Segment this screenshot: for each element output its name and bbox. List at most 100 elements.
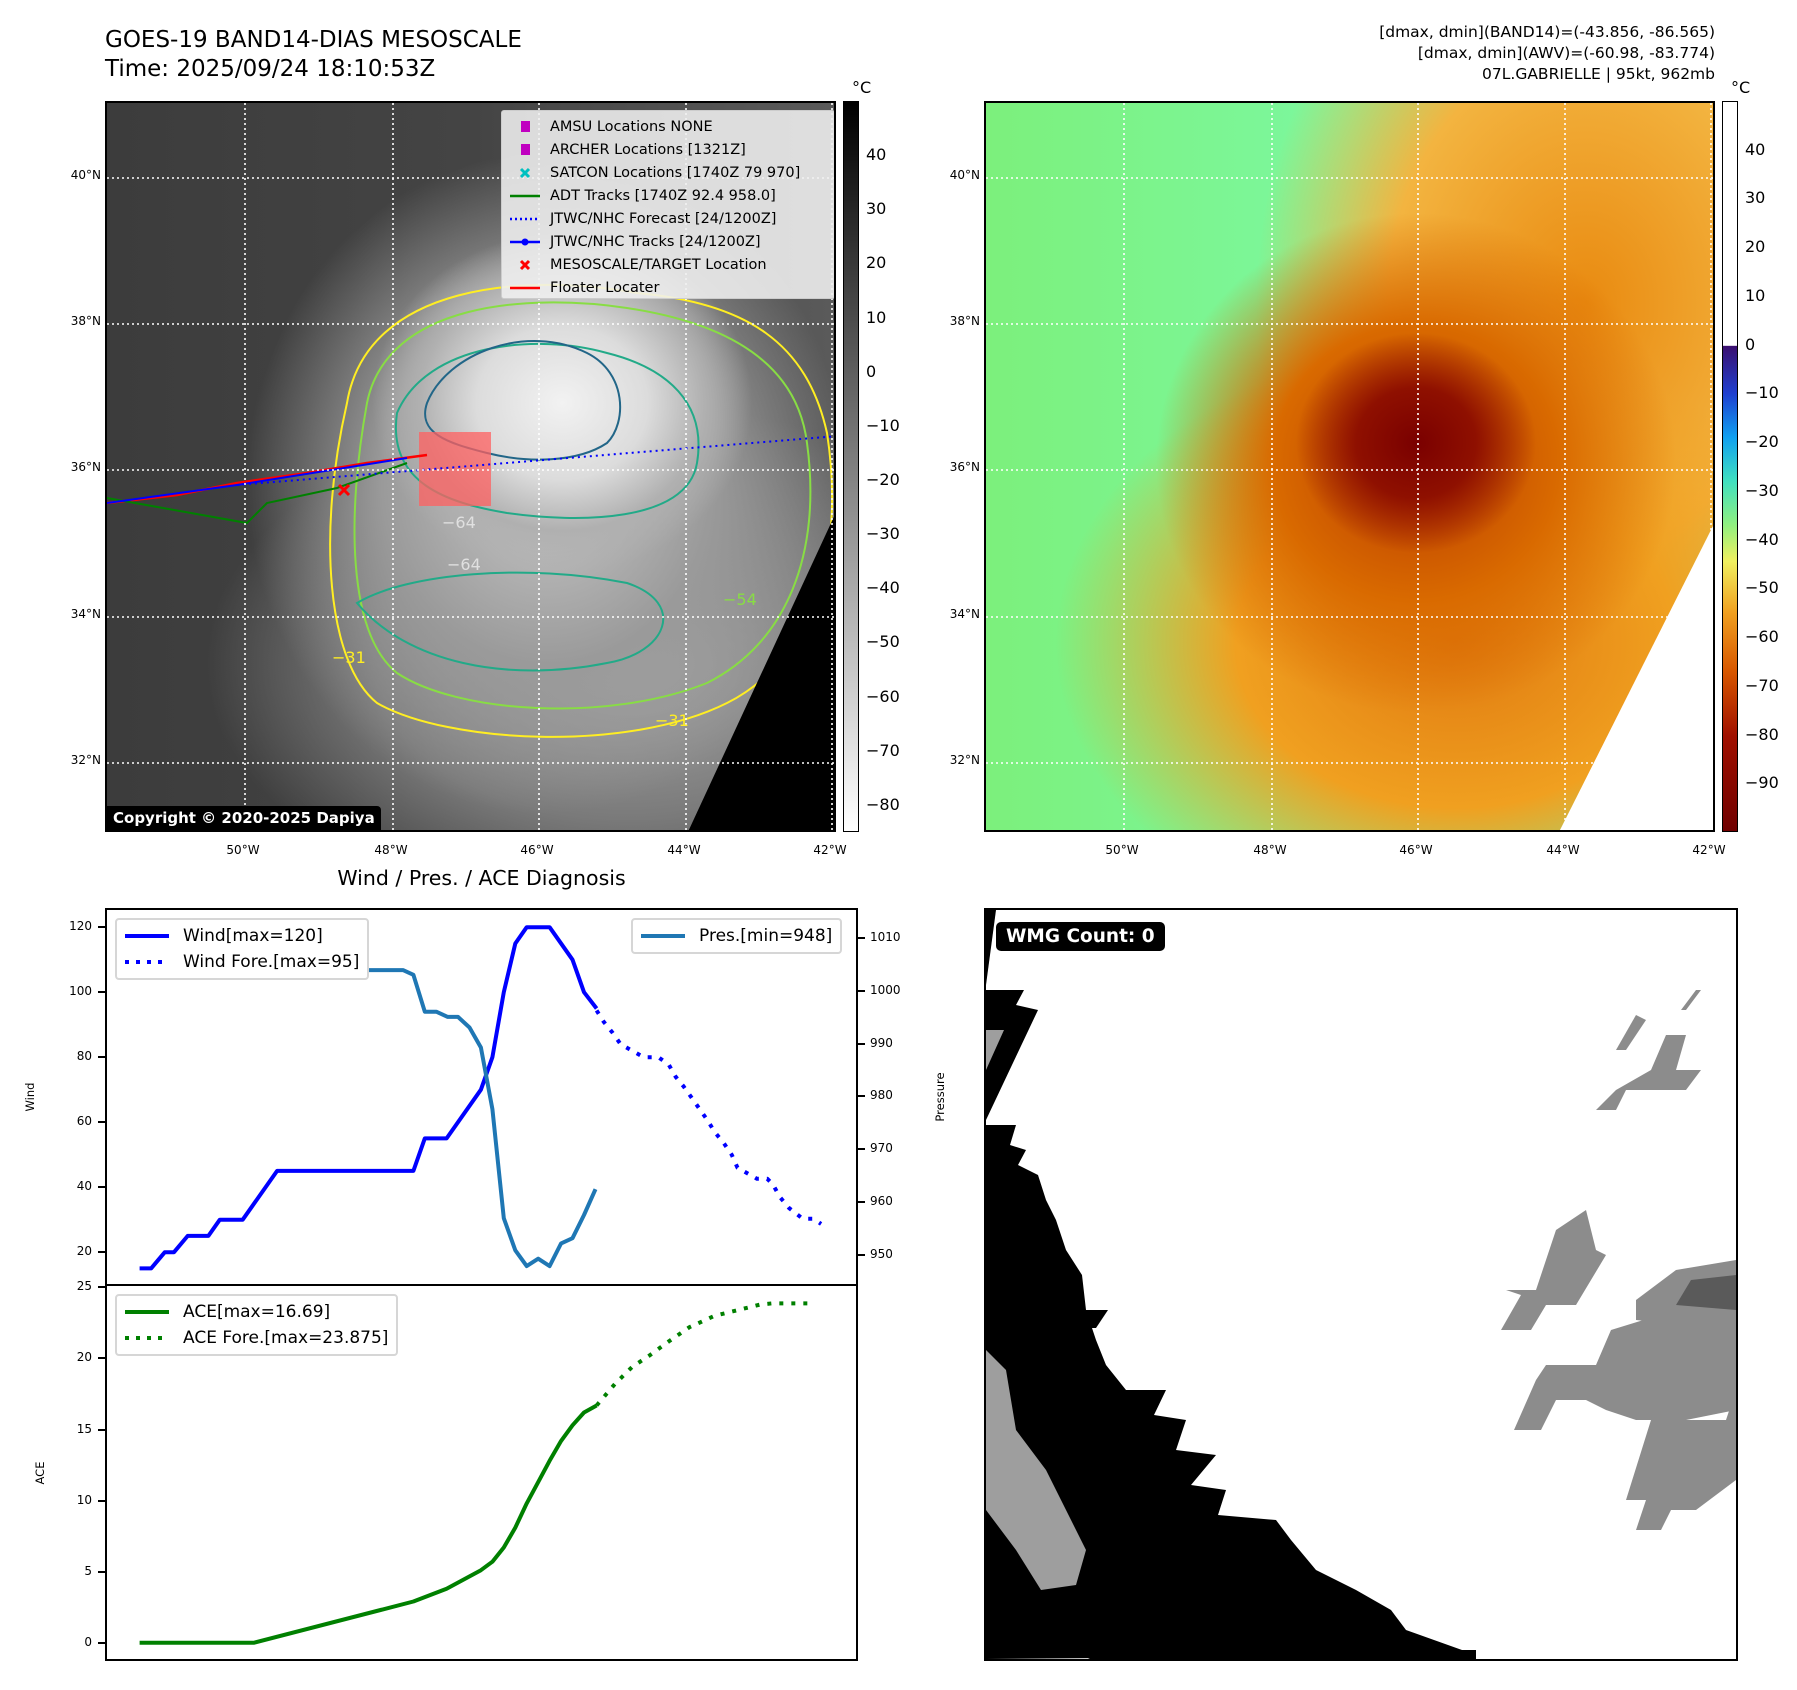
- legend-item: JTWC/NHC Tracks [24/1200Z]: [510, 230, 826, 253]
- legend-label: JTWC/NHC Tracks [24/1200Z]: [550, 233, 761, 250]
- colorbar-tick-label: −20: [1745, 432, 1779, 452]
- colorbar-tick-label: −50: [1745, 578, 1779, 598]
- lon-label: 42°W: [1692, 843, 1726, 857]
- contour-teal-south: [355, 571, 665, 672]
- legend-item: MESOSCALE/TARGET Location: [510, 253, 826, 276]
- time-line: Time: 2025/09/24 18:10:53Z: [105, 56, 436, 82]
- tick-mark: [98, 1570, 105, 1573]
- tick-mark: [98, 1499, 105, 1502]
- lat-label: 34°N: [70, 607, 101, 621]
- wind-pressure-plot: Wind[max=120] Wind Fore.[max=95] Pres.[m…: [105, 908, 858, 1286]
- y-tick-label: 80: [76, 1049, 92, 1064]
- lon-label: 48°W: [374, 843, 408, 857]
- legend-ace: ACE[max=16.69]: [183, 1302, 331, 1322]
- lon-label: 46°W: [520, 843, 554, 857]
- y-tick-label: 60: [76, 1114, 92, 1129]
- tick-mark: [858, 1042, 865, 1045]
- legend-item: Floater Locater: [510, 276, 826, 299]
- ace-axis-label: ACE: [33, 1461, 47, 1485]
- y-tick-label: 20: [76, 1350, 92, 1365]
- wind-legend: Wind[max=120] Wind Fore.[max=95]: [115, 918, 370, 980]
- y-tick-label: 960: [870, 1193, 893, 1208]
- lon-label: 42°W: [813, 843, 847, 857]
- legend-symbol-icon: [510, 194, 540, 198]
- tick-mark: [858, 1200, 865, 1203]
- y-tick-label: 970: [870, 1141, 893, 1156]
- colorbar-tick-label: −30: [866, 524, 900, 544]
- colorbar-tick-label: −70: [1745, 675, 1779, 695]
- band14-map: −64 −64 −31 −31 −54 AMSU Locations NONE A…: [105, 101, 836, 832]
- legend-label: Floater Locater: [550, 279, 660, 296]
- contour-label: −54: [723, 590, 757, 609]
- tick-mark: [98, 1121, 105, 1124]
- colorbar-tick-label: −40: [866, 578, 900, 598]
- lat-label: 36°N: [70, 460, 101, 474]
- tick-mark: [98, 926, 105, 929]
- title-line: GOES-19 BAND14-DIAS MESOSCALE: [105, 27, 522, 53]
- colorbar-tick-label: 30: [1745, 188, 1766, 208]
- colorbar1-unit: °C: [852, 78, 872, 97]
- contour-label: −64: [447, 555, 481, 574]
- map2-overlay: [986, 103, 1713, 830]
- y-tick-label: 40: [76, 1179, 92, 1194]
- legend-label: AMSU Locations NONE: [550, 118, 713, 135]
- target-marker: [337, 483, 351, 497]
- y-tick-label: 5: [84, 1563, 92, 1578]
- colorbar-tick-label: 30: [866, 199, 887, 219]
- floater-box: [419, 432, 491, 506]
- colorbar-tick-label: 20: [1745, 237, 1766, 257]
- tick-mark: [98, 1186, 105, 1189]
- tick-mark: [858, 937, 865, 940]
- stats-header: [dmax, dmin](BAND14)=(-43.856, -86.565) …: [1379, 22, 1715, 85]
- colorbar-tick-label: −60: [1745, 627, 1779, 647]
- ace-legend: ACE[max=16.69] ACE Fore.[max=23.875]: [115, 1294, 399, 1356]
- colorbar-tick-label: −30: [1745, 480, 1779, 500]
- y-tick-label: 0: [84, 1634, 92, 1649]
- legend-label: ARCHER Locations [1321Z]: [550, 141, 746, 158]
- lat-label: 40°N: [70, 168, 101, 182]
- tick-mark: [98, 1641, 105, 1644]
- colorbar-tick-label: 20: [866, 253, 887, 273]
- tick-mark: [858, 1148, 865, 1151]
- colorbar-tick-label: −90: [1745, 773, 1779, 793]
- lon-label: 46°W: [1399, 843, 1433, 857]
- legend-item: ARCHER Locations [1321Z]: [510, 138, 826, 161]
- colorbar-tick-label: −10: [866, 415, 900, 435]
- wmg-panel: WMG Count: 0: [984, 908, 1738, 1661]
- figure-title: GOES-19 BAND14-DIAS MESOSCALE Time: 2025…: [105, 26, 522, 84]
- series-line-wind: [139, 925, 599, 1271]
- legend-label: ADT Tracks [1740Z 92.4 958.0]: [550, 187, 776, 204]
- contour-lightgreen: [353, 301, 812, 710]
- lat-label: 40°N: [949, 168, 980, 182]
- lon-label: 44°W: [667, 843, 701, 857]
- tick-mark: [98, 991, 105, 994]
- legend-symbol-icon: [510, 286, 540, 290]
- colorbar-awv: [1722, 101, 1738, 832]
- colorbar-tick-label: −80: [866, 794, 900, 814]
- contour-yellow: [329, 283, 834, 738]
- y-tick-label: 120: [69, 919, 92, 934]
- pressure-legend: Pres.[min=948]: [631, 918, 843, 954]
- series-line-ace-fore-: [595, 1301, 815, 1407]
- y-tick-label: 1000: [870, 983, 901, 998]
- tick-mark: [98, 1056, 105, 1059]
- storm-info: 07L.GABRIELLE | 95kt, 962mb: [1482, 65, 1715, 83]
- colorbar-tick-label: 40: [866, 145, 887, 165]
- lon-label: 48°W: [1253, 843, 1287, 857]
- series-line-ace: [139, 1403, 598, 1645]
- map-legend: AMSU Locations NONE ARCHER Locations [132…: [501, 110, 834, 299]
- lon-label: 50°W: [1105, 843, 1139, 857]
- copyright-label: Copyright © 2020-2025 Dapiya: [107, 806, 381, 830]
- tick-mark: [98, 1428, 105, 1431]
- legend-symbol-icon: [510, 167, 540, 179]
- colorbar-tick-label: −80: [1745, 724, 1779, 744]
- y-tick-label: 1010: [870, 930, 901, 945]
- legend-item: SATCON Locations [1740Z 79 970]: [510, 161, 826, 184]
- adt-track: [107, 462, 408, 525]
- contour-label: −31: [332, 648, 366, 667]
- legend-item: ADT Tracks [1740Z 92.4 958.0]: [510, 184, 826, 207]
- tick-mark: [858, 990, 865, 993]
- tick-mark: [98, 1286, 105, 1289]
- contour-label: −31: [655, 711, 689, 730]
- colorbar-tick-label: 0: [866, 361, 877, 381]
